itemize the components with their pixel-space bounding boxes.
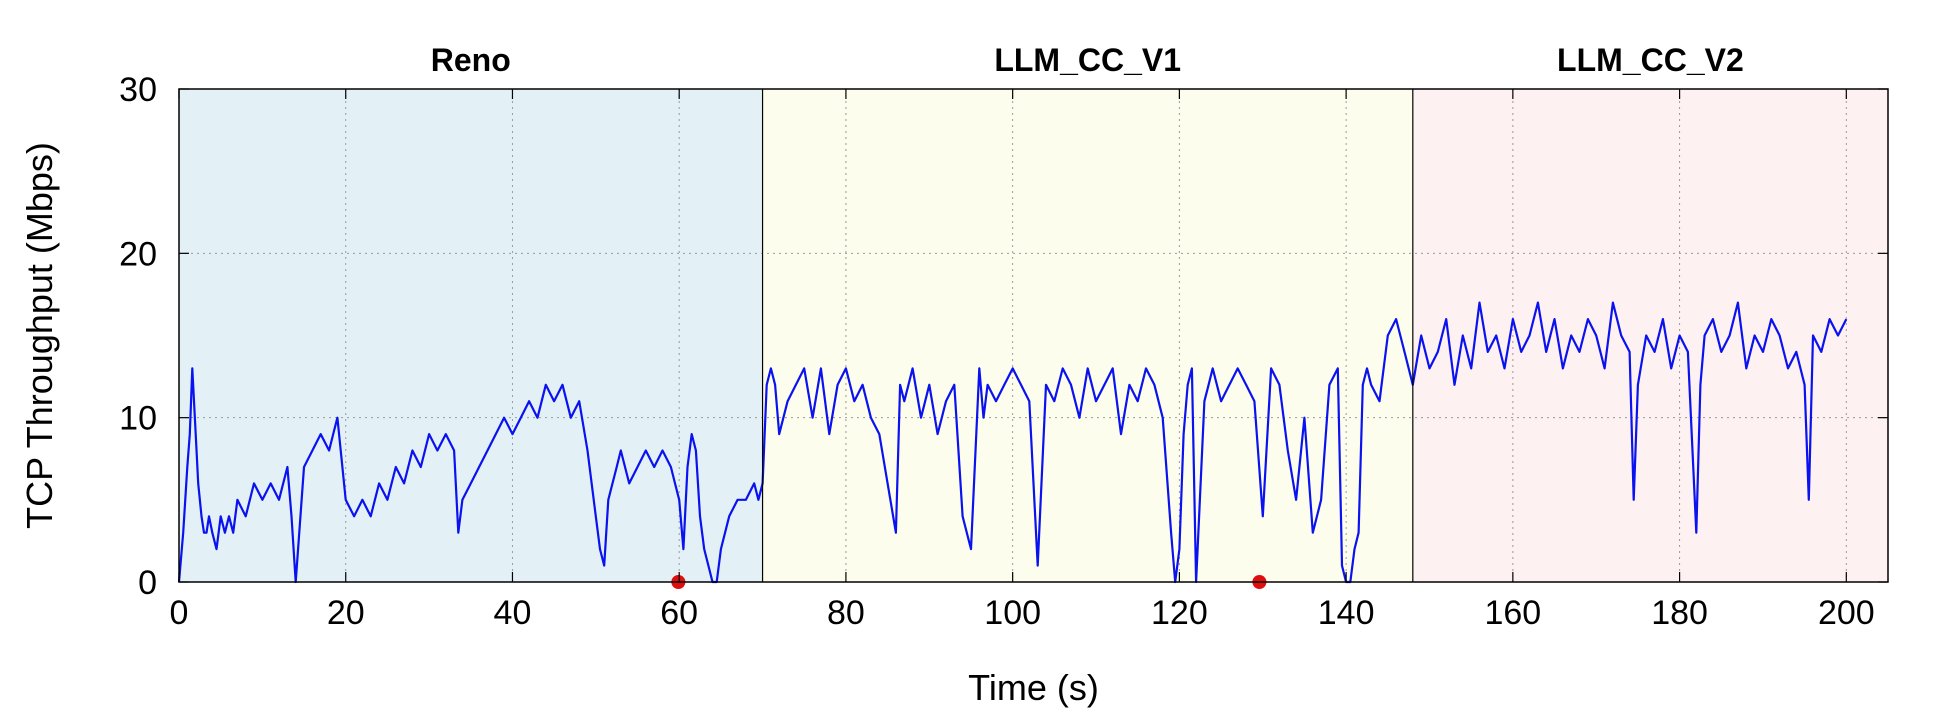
x-tick-label: 100 [984,594,1041,632]
plot-frame [178,88,1889,583]
x-tick-label: 120 [1151,594,1208,632]
x-tick-label: 140 [1318,594,1375,632]
region-title: Reno [431,42,511,78]
x-tick-label: 180 [1651,594,1708,632]
y-tick-label: 0 [138,564,157,602]
x-tick-label: 20 [327,594,365,632]
y-tick-label: 30 [119,71,157,109]
x-tick-label: 40 [494,594,532,632]
region-1-background [762,89,1413,582]
x-tick-label: 0 [170,594,189,632]
y-tick-label: 20 [119,235,157,273]
x-tick-label: 200 [1818,594,1875,632]
x-axis-label: Time (s) [968,667,1099,708]
y-tick-label: 10 [119,400,157,438]
region-title: LLM_CC_V1 [994,42,1181,78]
series-line [177,301,1848,584]
x-tick-label: 60 [660,594,698,632]
x-tick-label: 160 [1484,594,1541,632]
region-0-background [179,89,763,582]
y-axis-label: TCP Throughput (Mbps) [19,142,60,529]
region-title: LLM_CC_V2 [1557,42,1744,78]
x-tick-label: 80 [827,594,865,632]
